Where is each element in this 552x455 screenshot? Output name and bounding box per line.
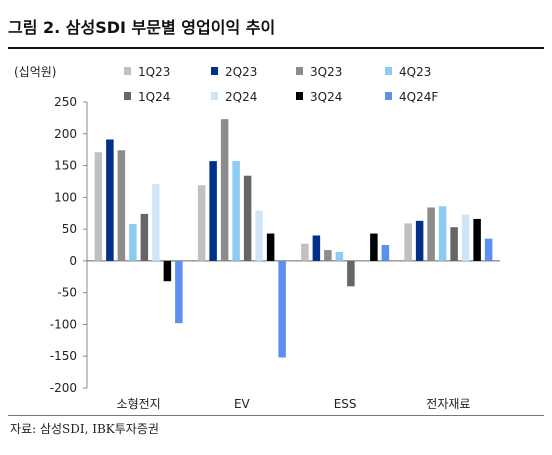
- bar: [243, 175, 252, 261]
- legend-label: 4Q23: [399, 65, 431, 79]
- category-label: 소형전지: [117, 397, 161, 411]
- y-tick-label: 0: [69, 254, 77, 268]
- bar: [175, 260, 183, 324]
- bar: [106, 139, 114, 261]
- bar: [301, 243, 309, 261]
- legend-swatch: [124, 92, 131, 100]
- bar: [129, 224, 137, 261]
- legend-label: 3Q24: [310, 90, 342, 104]
- bar: [450, 227, 458, 261]
- bar: [117, 150, 126, 261]
- bar: [163, 260, 172, 282]
- y-tick-label: 200: [54, 127, 77, 141]
- category-label: EV: [234, 397, 251, 411]
- bar: [324, 250, 332, 261]
- bar: [370, 233, 378, 261]
- bar: [197, 185, 206, 261]
- source-divider: [8, 415, 544, 416]
- legend-swatch: [385, 92, 392, 100]
- bar: [438, 206, 447, 261]
- legend-label: 1Q24: [138, 90, 170, 104]
- y-tick-label: -50: [57, 286, 77, 300]
- bar: [473, 218, 481, 261]
- legend-label: 2Q23: [225, 65, 257, 79]
- bar: [209, 161, 217, 261]
- bar: [220, 119, 229, 261]
- bar: [140, 213, 149, 261]
- bar: [381, 245, 390, 261]
- bar: [94, 152, 103, 261]
- legend-label: 3Q23: [310, 65, 342, 79]
- bar: [461, 214, 470, 261]
- legend-swatch: [296, 92, 303, 100]
- bar: [232, 161, 240, 261]
- y-tick-label: 150: [54, 159, 77, 173]
- legend-swatch: [296, 67, 303, 75]
- y-tick-label: -100: [50, 317, 77, 331]
- category-label: ESS: [334, 397, 357, 411]
- bar: [312, 235, 321, 261]
- source-note: 자료: 삼성SDI, IBK투자증권: [10, 422, 159, 436]
- bar: [404, 223, 412, 261]
- bar: [152, 183, 160, 261]
- legend-swatch: [211, 67, 218, 75]
- legend-label: 1Q23: [138, 65, 170, 79]
- legend-label: 4Q24F: [399, 90, 438, 104]
- figure-title: 그림 2. 삼성SDI 부문별 영업이익 추이: [8, 18, 276, 37]
- bar: [278, 260, 286, 358]
- bar: [415, 220, 424, 261]
- bar: [427, 207, 435, 261]
- title-underline: [8, 47, 544, 49]
- y-axis-unit-label: (십억원): [14, 65, 56, 79]
- bar: [347, 260, 355, 287]
- legend-swatch: [211, 92, 218, 100]
- y-tick-label: 100: [54, 190, 77, 204]
- y-tick-label: -200: [50, 381, 77, 395]
- bar: [484, 238, 493, 261]
- bar: [266, 233, 275, 261]
- legend-swatch: [385, 67, 392, 75]
- y-tick-label: 50: [62, 222, 77, 236]
- y-tick-label: -150: [50, 349, 77, 363]
- category-label: 전자재료: [426, 397, 470, 411]
- y-tick-label: 250: [54, 95, 77, 109]
- bar: [255, 210, 263, 261]
- bar: [335, 251, 344, 261]
- legend-swatch: [124, 67, 131, 75]
- legend-label: 2Q24: [225, 90, 257, 104]
